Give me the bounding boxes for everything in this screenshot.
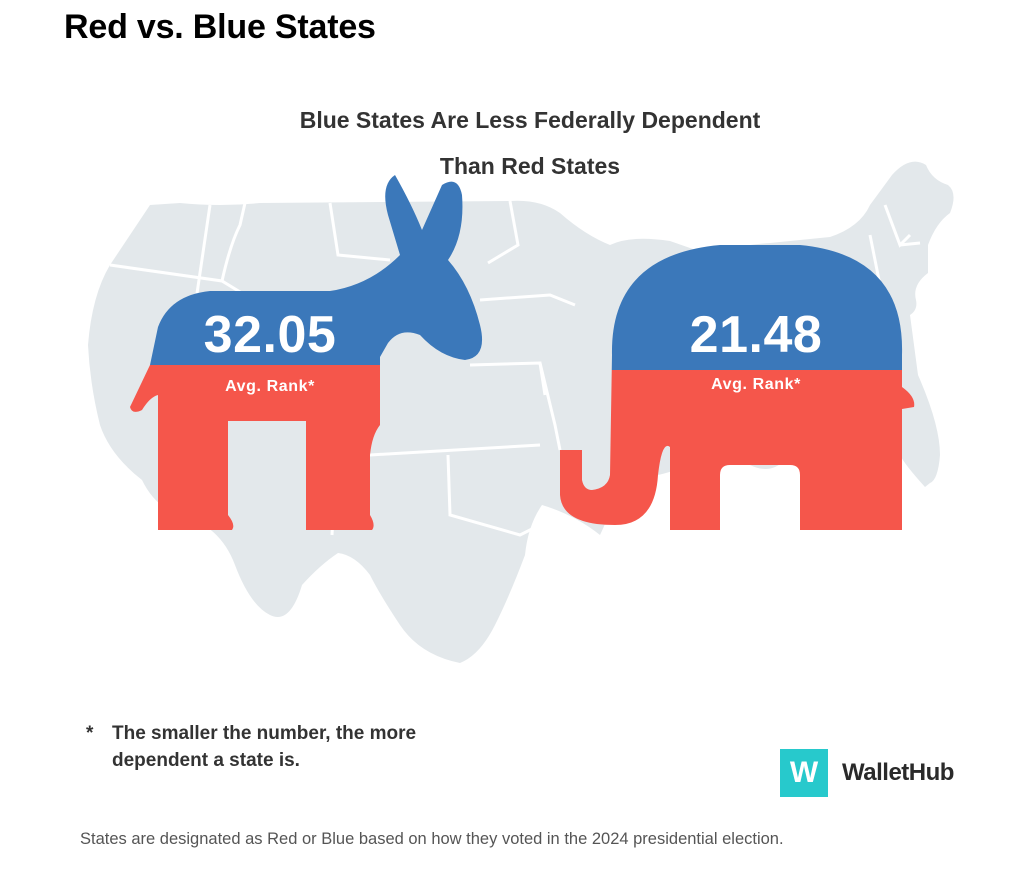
chart-headline-line1: Blue States Are Less Federally Dependent <box>299 107 761 133</box>
red-states-avg-rank-value: 21.48 <box>689 306 823 364</box>
wallethub-logo-mark: W <box>780 749 828 797</box>
wallethub-logo-text: WalletHub <box>842 759 954 786</box>
map-illustration <box>88 161 954 663</box>
footnote: * The smaller the number, the more depend… <box>86 720 416 774</box>
page-title: Red vs. Blue States <box>64 8 376 46</box>
chart-headline-line2: Than Red States <box>439 153 621 179</box>
infographic: Blue States Are Less Federally Dependent… <box>70 95 990 848</box>
footnote-line1: The smaller the number, the more <box>112 723 417 744</box>
blue-states-avg-rank-value: 32.05 <box>203 306 337 364</box>
wallethub-logo: W WalletHub <box>780 749 954 797</box>
footnote-line2: dependent a state is. <box>112 750 300 771</box>
source-note: States are designated as Red or Blue bas… <box>80 830 784 848</box>
blue-states-avg-rank-label: Avg. Rank* <box>225 378 315 395</box>
red-states-avg-rank-label: Avg. Rank* <box>711 376 801 393</box>
footnote-marker: * <box>86 723 94 744</box>
